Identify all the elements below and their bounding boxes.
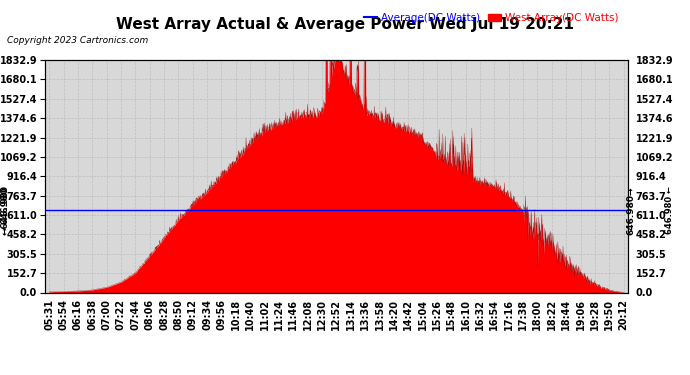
- Text: West Array Actual & Average Power Wed Jul 19 20:21: West Array Actual & Average Power Wed Ju…: [116, 17, 574, 32]
- Text: ←646.980: ←646.980: [1, 186, 10, 235]
- Legend: Average(DC Watts), West Array(DC Watts): Average(DC Watts), West Array(DC Watts): [360, 9, 622, 27]
- Text: → 646.980: → 646.980: [1, 186, 10, 234]
- Text: 646.980 ←: 646.980 ←: [665, 186, 674, 234]
- Text: 646.980→: 646.980→: [627, 186, 636, 235]
- Text: Copyright 2023 Cartronics.com: Copyright 2023 Cartronics.com: [7, 36, 148, 45]
